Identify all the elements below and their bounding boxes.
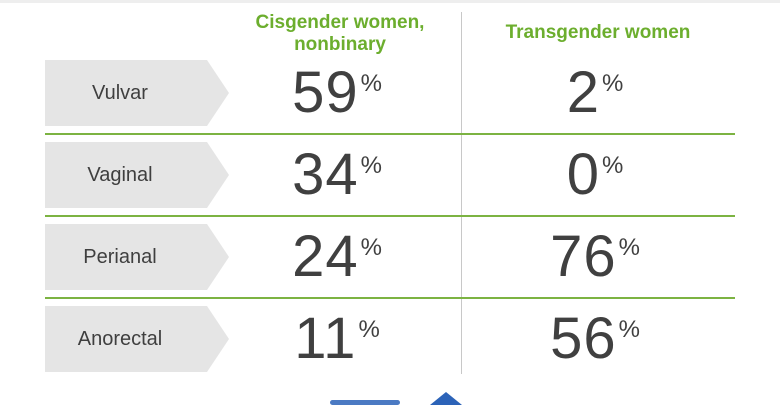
logo-wordmark-fragment	[330, 400, 400, 405]
transgender-percent: 56%	[520, 302, 670, 376]
percent-sign: %	[618, 316, 640, 343]
row-divider	[45, 215, 735, 217]
percent-value: 56	[550, 306, 617, 371]
row-label-background	[45, 60, 207, 126]
cisgender-percent: 11%	[262, 302, 412, 376]
row-label: Vaginal	[87, 163, 153, 186]
row-label-arrow	[207, 306, 229, 372]
row-label-background	[45, 224, 207, 290]
cisgender-percent: 24%	[262, 220, 412, 294]
row-label: Anorectal	[77, 327, 163, 350]
row-divider	[45, 297, 735, 299]
row-label-background	[45, 306, 207, 372]
percent-sign: %	[360, 152, 382, 179]
percent-sign: %	[358, 316, 380, 343]
percent-value: 34	[292, 142, 359, 207]
percent-value: 0	[566, 142, 600, 207]
percent-sign: %	[360, 234, 382, 261]
column-header-cisgender: Cisgender women, nonbinary	[255, 12, 425, 55]
row-label: Vulvar	[92, 81, 148, 104]
transgender-percent: 2%	[520, 56, 670, 130]
cisgender-percent: 34%	[262, 138, 412, 212]
row-label-arrow	[207, 142, 229, 208]
percent-sign: %	[601, 152, 624, 179]
row-label-background	[45, 142, 207, 208]
table-row-anorectal: Anorectal 11% 56%	[0, 296, 780, 376]
table-row-vulvar: Vulvar 59% 2%	[0, 50, 780, 130]
column-header-transgender: Transgender women	[505, 22, 691, 43]
percent-value: 11	[294, 306, 357, 371]
percent-value: 59	[292, 60, 359, 125]
percent-value: 24	[292, 224, 359, 289]
column-divider	[461, 12, 462, 374]
percent-sign: %	[618, 234, 640, 261]
row-label-arrow	[207, 60, 229, 126]
row-label-arrow	[207, 224, 229, 290]
logo-star-icon	[430, 392, 462, 405]
percent-sign: %	[360, 70, 382, 97]
row-divider	[45, 133, 735, 135]
row-label: Perianal	[83, 245, 157, 268]
percent-value: 2	[566, 60, 600, 125]
transgender-percent: 76%	[520, 220, 670, 294]
percent-sign: %	[601, 70, 624, 97]
cisgender-percent: 59%	[262, 56, 412, 130]
percent-value: 76	[550, 224, 617, 289]
table-row-perianal: Perianal 24% 76%	[0, 214, 780, 294]
transgender-percent: 0%	[520, 138, 670, 212]
table-row-vaginal: Vaginal 34% 0%	[0, 132, 780, 212]
top-border	[0, 0, 780, 3]
